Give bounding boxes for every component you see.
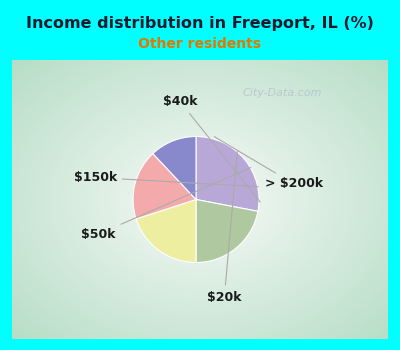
Wedge shape: [196, 199, 258, 262]
Wedge shape: [153, 136, 196, 199]
Text: Income distribution in Freeport, IL (%): Income distribution in Freeport, IL (%): [26, 16, 374, 31]
Text: $20k: $20k: [207, 151, 242, 304]
Text: $50k: $50k: [81, 168, 251, 241]
Text: Other residents: Other residents: [138, 37, 262, 51]
Text: $150k: $150k: [74, 171, 258, 187]
Text: > $200k: > $200k: [214, 137, 323, 190]
Wedge shape: [196, 136, 259, 211]
Text: City-Data.com: City-Data.com: [243, 88, 322, 98]
Wedge shape: [136, 199, 196, 262]
Wedge shape: [133, 154, 196, 219]
Text: $40k: $40k: [163, 95, 260, 202]
